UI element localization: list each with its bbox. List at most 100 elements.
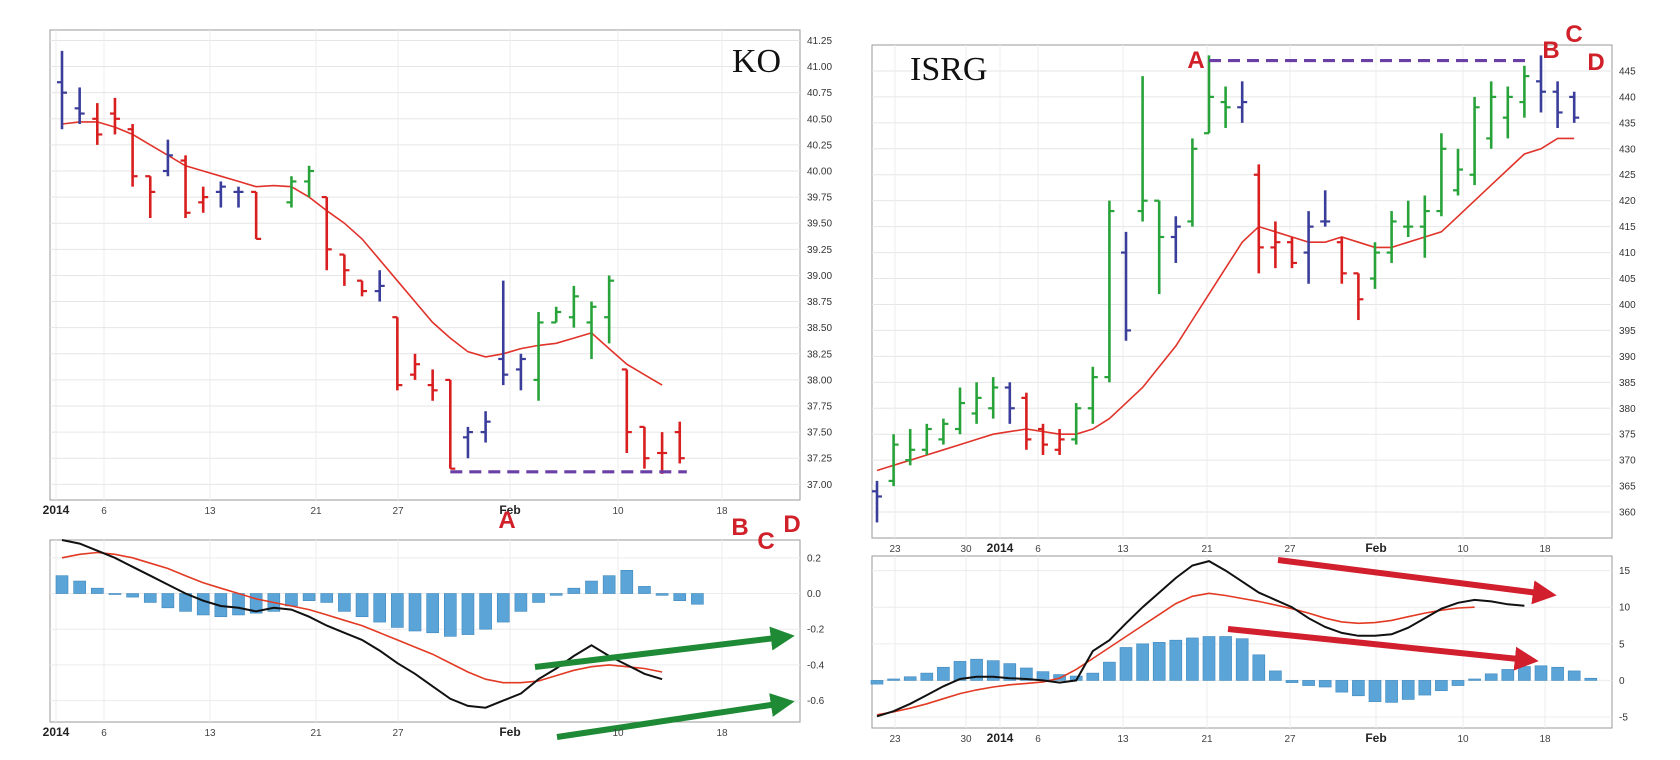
ko-macd-xtick: 21 bbox=[310, 728, 322, 739]
isrg-ohlc-bar bbox=[971, 382, 982, 424]
ko-ohlc-bar bbox=[321, 196, 332, 271]
isrg-ohlc-bar bbox=[1237, 81, 1248, 123]
isrg-macd-xtick: 27 bbox=[1284, 734, 1296, 745]
isrg-histogram-bar bbox=[1352, 680, 1365, 697]
isrg-price-ytick: 370 bbox=[1619, 456, 1636, 467]
ko-histogram-bar bbox=[285, 593, 298, 607]
ko-macd-xtick: 10 bbox=[612, 728, 624, 739]
ko-ohlc-bar bbox=[215, 181, 226, 208]
ko-histogram-bar bbox=[620, 570, 634, 594]
ko-price-ytick: 37.25 bbox=[807, 454, 832, 465]
ko-histogram-bar bbox=[638, 586, 651, 594]
isrg-price-ytick: 375 bbox=[1619, 430, 1636, 441]
isrg-ohlc-bar bbox=[1303, 211, 1314, 284]
isrg-ohlc-bar bbox=[1336, 237, 1347, 284]
ko-point-label-b: B bbox=[731, 514, 748, 541]
ko-ohlc-bar bbox=[515, 353, 526, 391]
isrg-ohlc-bar bbox=[1270, 221, 1281, 269]
ko-price-xtick: 6 bbox=[101, 506, 107, 517]
isrg-price-ytick: 435 bbox=[1619, 118, 1636, 129]
isrg-ohlc-bar bbox=[1486, 81, 1497, 149]
ko-price-ytick: 37.75 bbox=[807, 402, 832, 413]
ko-histogram-bar bbox=[655, 593, 669, 596]
isrg-price-ytick: 400 bbox=[1619, 300, 1636, 311]
isrg-histogram-bar bbox=[1020, 667, 1033, 681]
ko-ohlc-bar bbox=[533, 312, 544, 401]
isrg-histogram-bar bbox=[1518, 666, 1531, 681]
isrg-ohlc-bar bbox=[1121, 231, 1131, 341]
isrg-histogram-bar bbox=[1186, 637, 1199, 681]
isrg-macd-xtick: 6 bbox=[1035, 734, 1041, 745]
isrg-ohlc-bar bbox=[1386, 211, 1397, 263]
isrg-ohlc-bar bbox=[1038, 423, 1048, 455]
ko-price-xtick: 18 bbox=[716, 506, 728, 517]
ko-ohlc-bar bbox=[57, 50, 67, 130]
ko-price-xtick: 10 bbox=[612, 506, 624, 517]
isrg-histogram-bar bbox=[1119, 647, 1133, 681]
isrg-ohlc-bar bbox=[905, 429, 916, 466]
ko-macd-ytick: 0.2 bbox=[807, 553, 821, 564]
ko-ohlc-bar bbox=[198, 186, 209, 213]
ko-macd-xtick: 13 bbox=[204, 728, 216, 739]
isrg-macd-xtick: Feb bbox=[1365, 731, 1386, 745]
ko-ohlc-bar bbox=[586, 301, 597, 359]
ko-histogram-bar bbox=[443, 593, 457, 637]
ko-ohlc-bar bbox=[480, 411, 491, 443]
ko-macd-frame bbox=[49, 539, 801, 723]
isrg-histogram-bar bbox=[970, 658, 983, 681]
ko-moving-average-line bbox=[61, 121, 663, 386]
isrg-histogram-bar bbox=[1567, 670, 1581, 681]
isrg-histogram-bar bbox=[1152, 642, 1166, 681]
isrg-ohlc-bar bbox=[1253, 164, 1264, 274]
isrg-ohlc-bar bbox=[1502, 86, 1513, 139]
ko-signal-line bbox=[61, 551, 663, 684]
ko-ohlc-bar bbox=[657, 432, 668, 474]
ko-histogram-bar bbox=[408, 593, 422, 632]
isrg-histogram-bar bbox=[1252, 654, 1266, 681]
isrg-histogram-bar bbox=[1202, 636, 1216, 681]
isrg-histogram-bar bbox=[1401, 680, 1415, 700]
ko-ohlc-bar bbox=[639, 425, 650, 469]
isrg-ohlc-bar bbox=[1004, 382, 1015, 424]
ko-ohlc-bar bbox=[551, 306, 562, 324]
ko-price-ytick: 37.50 bbox=[807, 428, 832, 439]
ko-ohlc-bar bbox=[445, 378, 456, 470]
ko-macd-xtick: 2014 bbox=[43, 725, 70, 739]
isrg-price-xtick: 13 bbox=[1117, 544, 1129, 555]
isrg-macd-xtick: 18 bbox=[1539, 734, 1551, 745]
isrg-histogram-bar bbox=[1003, 663, 1017, 681]
isrg-histogram-bar bbox=[1534, 665, 1548, 681]
isrg-price-xtick: Feb bbox=[1365, 541, 1386, 555]
isrg-price-ytick: 445 bbox=[1619, 66, 1636, 77]
ko-macd-ytick: -0.2 bbox=[807, 625, 825, 636]
isrg-price-xtick: 27 bbox=[1284, 544, 1296, 555]
isrg-histogram-bar bbox=[1103, 661, 1116, 681]
isrg-ohlc-bar bbox=[1170, 216, 1181, 263]
isrg-chart bbox=[870, 44, 1613, 729]
isrg-point-label-b: B bbox=[1542, 37, 1559, 64]
ko-ohlc-bar bbox=[339, 253, 350, 286]
ko-price-ytick: 39.50 bbox=[807, 219, 832, 230]
ko-point-label-a: A bbox=[498, 507, 515, 534]
isrg-signal-line bbox=[876, 592, 1475, 716]
isrg-histogram-bar bbox=[1302, 680, 1315, 686]
isrg-ohlc-bar bbox=[1436, 133, 1447, 217]
isrg-trend-arrow bbox=[1227, 626, 1539, 671]
isrg-ohlc-bar bbox=[1403, 200, 1414, 238]
isrg-ohlc-bar bbox=[1453, 148, 1463, 196]
ko-histogram-bar bbox=[391, 593, 404, 628]
ko-ohlc-bar bbox=[304, 165, 315, 198]
isrg-ohlc-bar bbox=[1569, 91, 1580, 123]
ko-trend-arrow bbox=[534, 626, 795, 670]
isrg-macd-xtick: 21 bbox=[1201, 734, 1213, 745]
ko-histogram-bar bbox=[108, 593, 122, 595]
isrg-ohlc-bar bbox=[1104, 200, 1115, 383]
isrg-ohlc-bar bbox=[1021, 392, 1032, 450]
ko-ohlc-bar bbox=[74, 87, 85, 124]
ko-price-ytick: 38.00 bbox=[807, 375, 832, 386]
ko-ohlc-bar bbox=[233, 186, 244, 208]
isrg-macd-xtick: 10 bbox=[1457, 734, 1469, 745]
isrg-histogram-bar bbox=[1285, 680, 1299, 683]
ko-ohlc-bar bbox=[410, 353, 420, 380]
isrg-price-xtick: 21 bbox=[1201, 544, 1213, 555]
